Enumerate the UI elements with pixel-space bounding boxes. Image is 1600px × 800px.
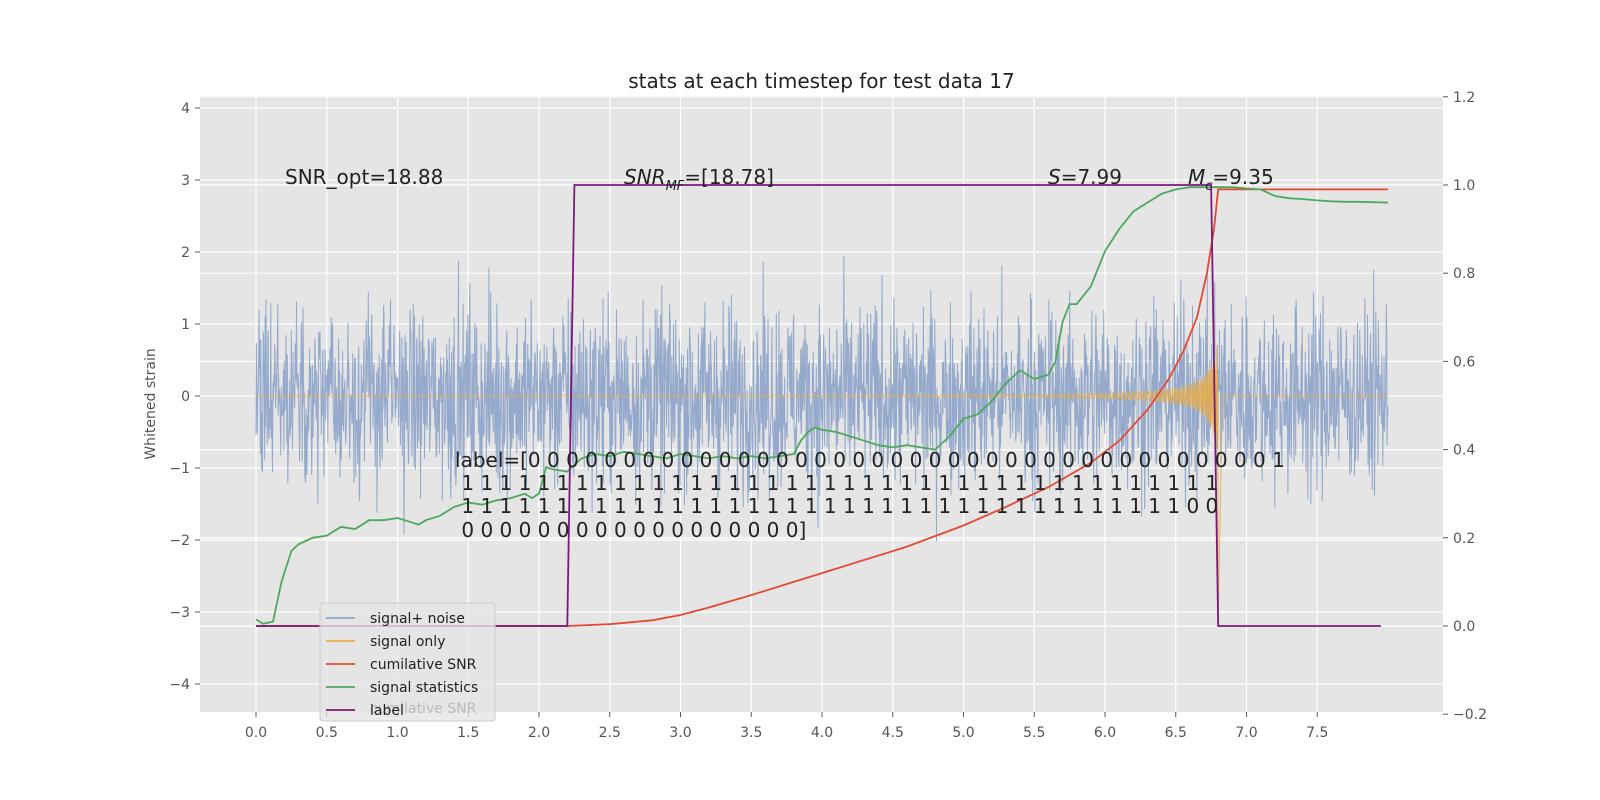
- label-line-1: label=[0 0 0 0 0 0 0 0 0 0 0 0 0 0 0 0 0…: [455, 448, 1285, 472]
- legend-label: signal statistics: [370, 680, 478, 696]
- x-tick-label: 7.0: [1235, 725, 1257, 741]
- y-tick-label-right: 0.6: [1453, 354, 1475, 370]
- s-symbol: S: [1048, 165, 1061, 189]
- s-annotation: S=7.99: [1048, 165, 1122, 189]
- snr-mf-value: =[18.78]: [684, 165, 774, 189]
- y-tick-label-left: −3: [169, 605, 190, 621]
- label-line-2: 1 1 1 1 1 1 1 1 1 1 1 1 1 1 1 1 1 1 1 1 …: [455, 471, 1218, 495]
- x-tick-label: 4.5: [882, 725, 904, 741]
- y-axis-label: Whitened strain: [143, 348, 159, 459]
- x-tick-label: 2.0: [528, 725, 550, 741]
- y-tick-label-left: 3: [181, 173, 190, 189]
- signal-plus-noise-series: [255, 256, 1389, 542]
- y-tick-label-right: −0.2: [1453, 707, 1487, 723]
- legend-box: [319, 602, 496, 722]
- mc-value: =9.35: [1212, 165, 1273, 189]
- legend-label: signal only: [370, 634, 445, 650]
- legend-label: label: [370, 703, 404, 719]
- snr-mf-symbol: SNR: [624, 165, 666, 189]
- label-array-text: label=[0 0 0 0 0 0 0 0 0 0 0 0 0 0 0 0 0…: [455, 448, 1285, 542]
- snr-mf-subscript: MF: [666, 179, 685, 194]
- y-tick-label-right: 0.0: [1453, 619, 1475, 635]
- s-value: =7.99: [1061, 165, 1122, 189]
- y-tick-label-right: 0.8: [1453, 266, 1475, 282]
- legend-overlay-text: cumilative SNR: [370, 701, 477, 717]
- x-tick-label: 1.0: [386, 725, 408, 741]
- legend: cumilative SNR signal+ noise signal only c…: [319, 602, 496, 722]
- signal-only-series: [256, 345, 1388, 620]
- y-tick-label-right: 0.2: [1453, 531, 1475, 547]
- x-tick-label: 7.5: [1306, 725, 1328, 741]
- legend-label: signal+ noise: [370, 611, 465, 627]
- y-tick-label-left: −4: [169, 677, 190, 693]
- y-tick-label-left: 1: [181, 317, 190, 333]
- x-tick-label: 6.5: [1165, 725, 1187, 741]
- x-tick-label: 4.0: [811, 725, 833, 741]
- mc-annotation: Mc=9.35: [1188, 165, 1274, 194]
- x-tick-label: 3.5: [740, 725, 762, 741]
- y-tick-label-left: −2: [169, 533, 190, 549]
- signal-plus-noise-line: [255, 256, 1389, 542]
- label-line: [256, 184, 1381, 627]
- axis-ticks: 0.0 0.5 1.0 1.5 2.0 2.5 3.0 3.5 4.0 4.5 5.0 5.5 6.0 6…: [169, 90, 1487, 741]
- x-tick-label: 3.0: [669, 725, 691, 741]
- y-tick-label-left: 4: [181, 101, 190, 117]
- label-line-4: 0 0 0 0 0 0 0 0 0 0 0 0 0 0 0 0 0 0]: [455, 518, 806, 542]
- y-tick-label-right: 0.4: [1453, 443, 1475, 459]
- line-series: [255, 184, 1389, 627]
- x-tick-label: 6.0: [1094, 725, 1116, 741]
- y-tick-label-left: 0: [181, 389, 190, 405]
- snr-mf-annotation: SNRMF=[18.78]: [624, 165, 774, 194]
- x-tick-label: 5.0: [952, 725, 974, 741]
- chart-title: stats at each timestep for test data 17: [628, 69, 1014, 93]
- legend-label: cumilative SNR: [370, 657, 477, 673]
- y-tick-label-right: 1.0: [1453, 178, 1475, 194]
- y-tick-label-left: 2: [181, 245, 190, 261]
- x-tick-label: 1.5: [457, 725, 479, 741]
- legend-items: signal+ noise signal only cumilative SNR si…: [326, 611, 478, 719]
- x-tick-label: 0.5: [316, 725, 338, 741]
- x-tick-label: 2.5: [599, 725, 621, 741]
- mc-symbol: M: [1188, 165, 1205, 189]
- mc-subscript: c: [1205, 179, 1212, 194]
- x-tick-label: 0.0: [245, 725, 267, 741]
- snr-opt-annotation: SNR_opt=18.88: [285, 165, 443, 189]
- x-tick-label: 5.5: [1023, 725, 1045, 741]
- y-tick-label-left: −1: [169, 461, 190, 477]
- signal-statistics-line: [255, 186, 1389, 625]
- signal-only-line: [256, 345, 1388, 620]
- label-line-3: 1 1 1 1 1 1 1 1 1 1 1 1 1 1 1 1 1 1 1 1 …: [455, 494, 1218, 518]
- y-tick-label-right: 1.2: [1453, 90, 1475, 106]
